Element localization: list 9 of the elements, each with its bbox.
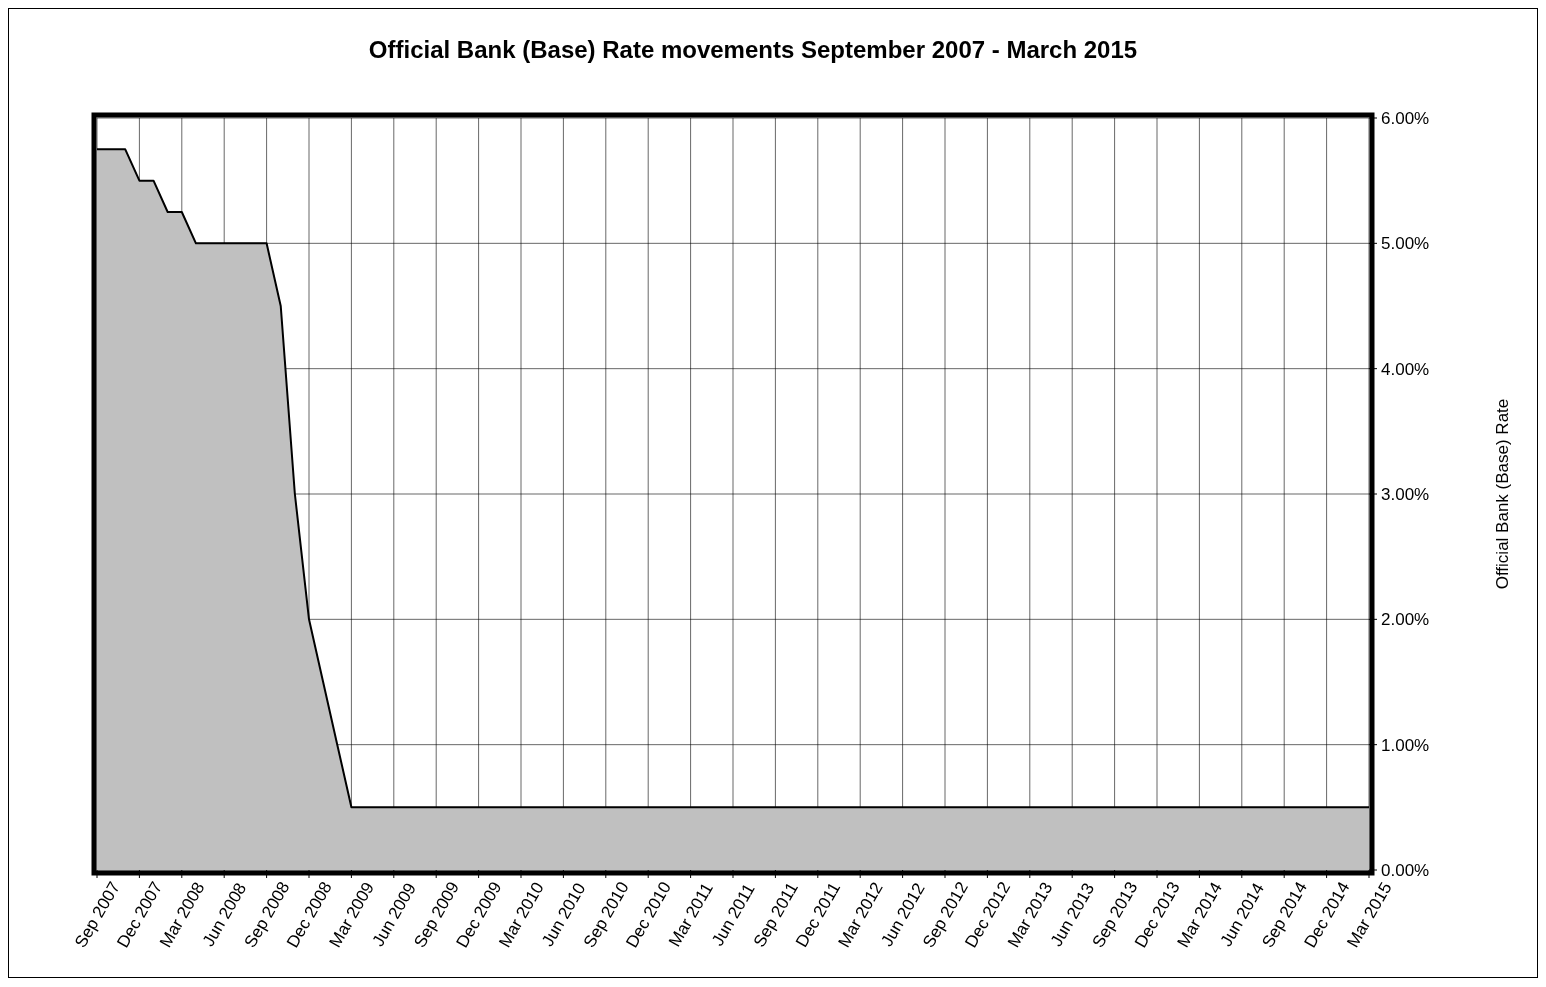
y-tick-label: 2.00% <box>1381 610 1430 630</box>
y-tick-label: 0.00% <box>1381 860 1430 880</box>
y-tick-label: 3.00% <box>1381 484 1430 504</box>
chart-title: Official Bank (Base) Rate movements September 2007 - March 2015 <box>368 36 1138 63</box>
y-axis-title: Official Bank (Base) Rate <box>1493 398 1512 590</box>
y-tick-label: 1.00% <box>1381 735 1430 755</box>
y-tick-label: 5.00% <box>1381 234 1430 254</box>
y-tick-label: 4.00% <box>1381 359 1430 379</box>
y-tick-label: 6.00% <box>1381 108 1430 128</box>
